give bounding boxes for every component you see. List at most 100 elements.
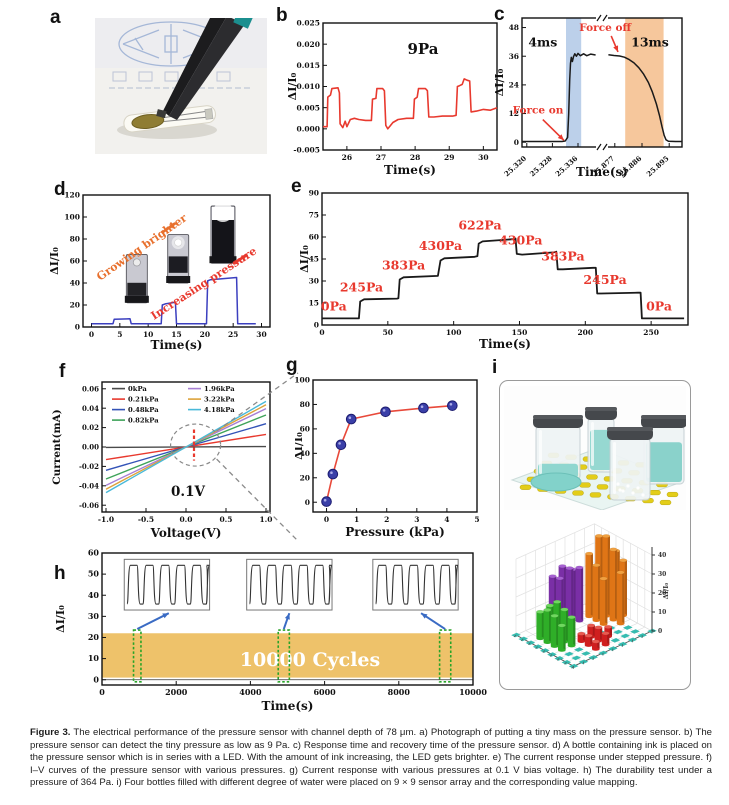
svg-text:40: 40	[70, 279, 80, 288]
svg-text:0Pa: 0Pa	[646, 298, 672, 313]
svg-text:10: 10	[88, 653, 100, 663]
svg-text:ΔI/I₀: ΔI/I₀	[495, 68, 506, 96]
panel-label-h: h	[54, 563, 66, 584]
svg-text:622Pa: 622Pa	[458, 218, 501, 233]
svg-text:Time(s): Time(s)	[262, 699, 314, 713]
svg-text:0.06: 0.06	[82, 384, 99, 393]
svg-text:-0.06: -0.06	[79, 501, 99, 510]
svg-text:ΔI/I₀: ΔI/I₀	[300, 245, 311, 273]
caption-text: The electrical performance of the pressu…	[30, 727, 713, 788]
svg-text:60: 60	[70, 257, 80, 266]
svg-text:0.5: 0.5	[219, 515, 232, 524]
svg-text:ΔI/I₀: ΔI/I₀	[286, 72, 299, 100]
svg-text:24: 24	[509, 80, 519, 89]
caption-label: Figure 3.	[30, 727, 71, 738]
svg-text:15: 15	[171, 330, 181, 339]
svg-text:30: 30	[658, 571, 666, 578]
panel-a-photograph	[95, 18, 267, 154]
svg-text:28: 28	[410, 153, 420, 162]
svg-text:Force on: Force on	[513, 105, 564, 117]
panel-h-chart: 0 2000 4000 6000 8000 10000 0 10 20 30 40 50 60 10000…	[54, 548, 487, 713]
svg-text:9Pa: 9Pa	[407, 40, 438, 58]
svg-text:10: 10	[143, 330, 153, 339]
svg-text:12: 12	[509, 109, 519, 118]
svg-text:0.48kPa: 0.48kPa	[128, 406, 159, 414]
svg-text:200: 200	[577, 328, 593, 337]
svg-text:Voltage(V): Voltage(V)	[150, 526, 222, 540]
svg-text:100: 100	[446, 328, 462, 337]
svg-text:Current(mA): Current(mA)	[51, 409, 63, 484]
svg-text:20: 20	[300, 473, 310, 482]
svg-text:0: 0	[658, 628, 662, 635]
svg-text:0: 0	[319, 328, 324, 337]
svg-text:4: 4	[444, 515, 449, 524]
svg-text:Time(s): Time(s)	[576, 165, 628, 179]
svg-text:ΔI/I₀: ΔI/I₀	[48, 247, 61, 275]
svg-text:30: 30	[88, 611, 100, 621]
svg-text:1.0: 1.0	[259, 515, 272, 524]
svg-text:0.015: 0.015	[297, 61, 321, 70]
svg-text:2: 2	[384, 515, 389, 524]
svg-text:0: 0	[314, 321, 319, 330]
panel-b-chart: 26 27 28 29 30 -0.005 0.000 0.005 0.010 0.015 0.02…	[286, 19, 498, 177]
svg-text:50: 50	[383, 328, 393, 337]
svg-text:8000: 8000	[388, 687, 411, 697]
panel-i-bottles-render	[504, 386, 686, 510]
svg-text:29: 29	[444, 153, 454, 162]
svg-text:25.328: 25.328	[528, 154, 554, 179]
svg-text:60: 60	[88, 548, 100, 558]
svg-text:250: 250	[643, 328, 659, 337]
svg-text:5: 5	[474, 515, 479, 524]
svg-text:0: 0	[89, 330, 94, 339]
svg-text:90: 90	[309, 189, 319, 198]
panel-f-chart: -1.0 -0.5 0.0 0.5 1.0 -0.06 -0.04 -0.02 0.00 0.02…	[51, 372, 299, 542]
svg-text:Force off: Force off	[579, 22, 632, 34]
svg-text:45: 45	[309, 255, 319, 264]
svg-text:0.00: 0.00	[82, 443, 99, 452]
svg-text:20: 20	[88, 632, 100, 642]
svg-text:245Pa: 245Pa	[340, 279, 383, 294]
panel-label-e: e	[291, 176, 302, 197]
svg-text:ΔI/I₀: ΔI/I₀	[54, 605, 67, 633]
svg-text:60: 60	[309, 233, 319, 242]
svg-text:Time(s): Time(s)	[384, 163, 436, 177]
svg-text:-0.02: -0.02	[79, 462, 99, 471]
svg-text:80: 80	[70, 235, 80, 244]
svg-text:10: 10	[658, 609, 666, 616]
svg-text:-0.005: -0.005	[293, 146, 320, 155]
panel-e-chart: 0 50 100 150 200 250 0 15 30 45 60 75 90 0Pa 245Pa 383P…	[300, 189, 689, 351]
panel-label-f: f	[59, 361, 66, 382]
svg-text:0.020: 0.020	[297, 40, 321, 49]
svg-text:26: 26	[342, 153, 352, 162]
panel-label-g: g	[286, 355, 298, 376]
svg-text:0: 0	[305, 498, 310, 507]
svg-text:100: 100	[64, 213, 80, 222]
svg-text:Time(s): Time(s)	[151, 338, 203, 352]
svg-text:20: 20	[70, 301, 80, 310]
svg-text:430Pa: 430Pa	[419, 238, 462, 253]
svg-text:60: 60	[300, 424, 310, 433]
figure-caption: Figure 3. The electrical performance of …	[30, 727, 712, 790]
panel-i-3d-bar-chart: 0 10 20 30 40 ΔI/I₀	[511, 523, 670, 669]
svg-text:0Pa: 0Pa	[321, 298, 347, 313]
svg-text:36: 36	[509, 52, 519, 61]
svg-text:5: 5	[117, 330, 122, 339]
svg-text:15: 15	[309, 299, 319, 308]
svg-text:30: 30	[256, 330, 266, 339]
svg-text:150: 150	[512, 328, 528, 337]
svg-text:20: 20	[200, 330, 210, 339]
svg-text:48: 48	[509, 23, 519, 32]
svg-text:0.02: 0.02	[82, 423, 99, 432]
svg-text:0.1V: 0.1V	[171, 484, 205, 500]
svg-text:0: 0	[324, 515, 329, 524]
svg-text:2000: 2000	[165, 687, 188, 697]
svg-text:75: 75	[309, 211, 319, 220]
svg-text:27: 27	[376, 153, 386, 162]
svg-text:20: 20	[658, 590, 666, 597]
svg-text:0.0: 0.0	[179, 515, 192, 524]
svg-text:40: 40	[300, 449, 310, 458]
svg-text:80: 80	[300, 400, 310, 409]
svg-text:4000: 4000	[239, 687, 262, 697]
